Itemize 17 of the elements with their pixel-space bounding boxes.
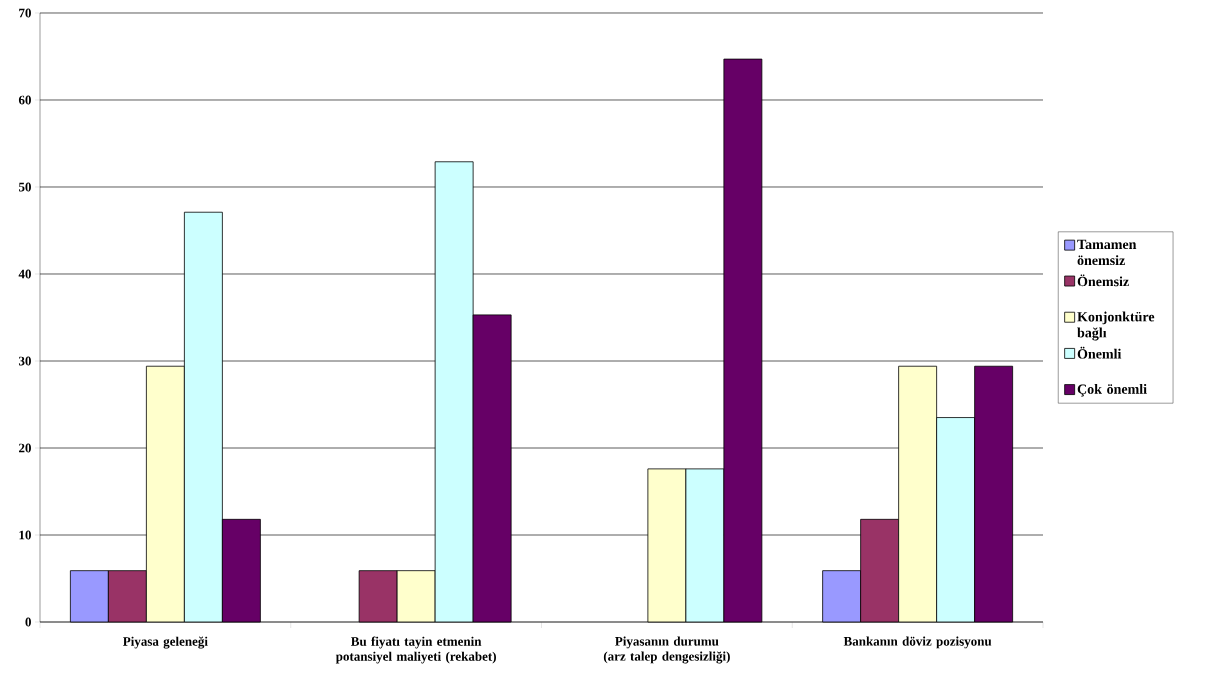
y-tick-label: 20 — [19, 443, 31, 453]
y-tick-label: 50 — [18, 182, 31, 192]
legend-label: Tamamen önemsiz — [1077, 239, 1137, 266]
y-tick-label: 0 — [25, 617, 31, 627]
legend-label: Önemli — [1077, 346, 1122, 359]
y-tick-label: 40 — [18, 269, 31, 279]
legend-label: Konjonktüre bağlı — [1077, 311, 1155, 341]
x-tick-label: Bu fiyatı tayin etmenin potansiyel maliyeti (rekabet) — [335, 636, 496, 664]
y-tick-label: 70 — [19, 8, 31, 18]
x-tick-label: Piyasa geleneği — [122, 636, 208, 649]
legend-label: Çok önemli — [1077, 383, 1147, 397]
legend-label: Önemsiz — [1077, 274, 1129, 287]
y-tick-label: 60 — [18, 95, 31, 105]
x-tick-label: Piyasanın durumu (arz talep dengesizliği) — [603, 636, 730, 664]
y-tick-label: 10 — [19, 530, 31, 540]
x-tick-label: Bankanın döviz pozisyonu — [843, 636, 992, 649]
y-tick-label: 30 — [18, 356, 31, 366]
